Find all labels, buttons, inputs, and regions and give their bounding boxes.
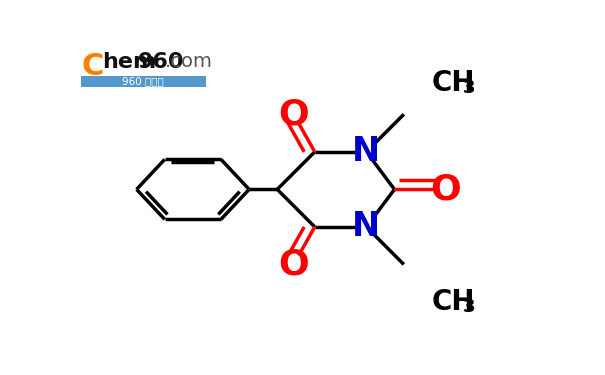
Text: N: N [352,210,381,243]
Text: N: N [352,135,381,168]
Text: 960 化工网: 960 化工网 [122,76,164,86]
Ellipse shape [356,142,377,161]
Text: O: O [278,248,309,282]
Ellipse shape [283,105,304,124]
Ellipse shape [283,255,304,274]
Text: 960: 960 [137,52,184,72]
Text: CH: CH [432,69,476,96]
Ellipse shape [356,217,377,237]
Text: 3: 3 [462,79,475,97]
Text: CH: CH [432,288,476,316]
Text: .com: .com [165,52,212,71]
Text: O: O [431,172,462,206]
FancyBboxPatch shape [81,76,206,87]
Text: hem: hem [102,52,157,72]
Text: O: O [278,97,309,131]
Ellipse shape [436,180,456,199]
Text: 3: 3 [462,298,475,316]
Text: C: C [81,52,103,81]
